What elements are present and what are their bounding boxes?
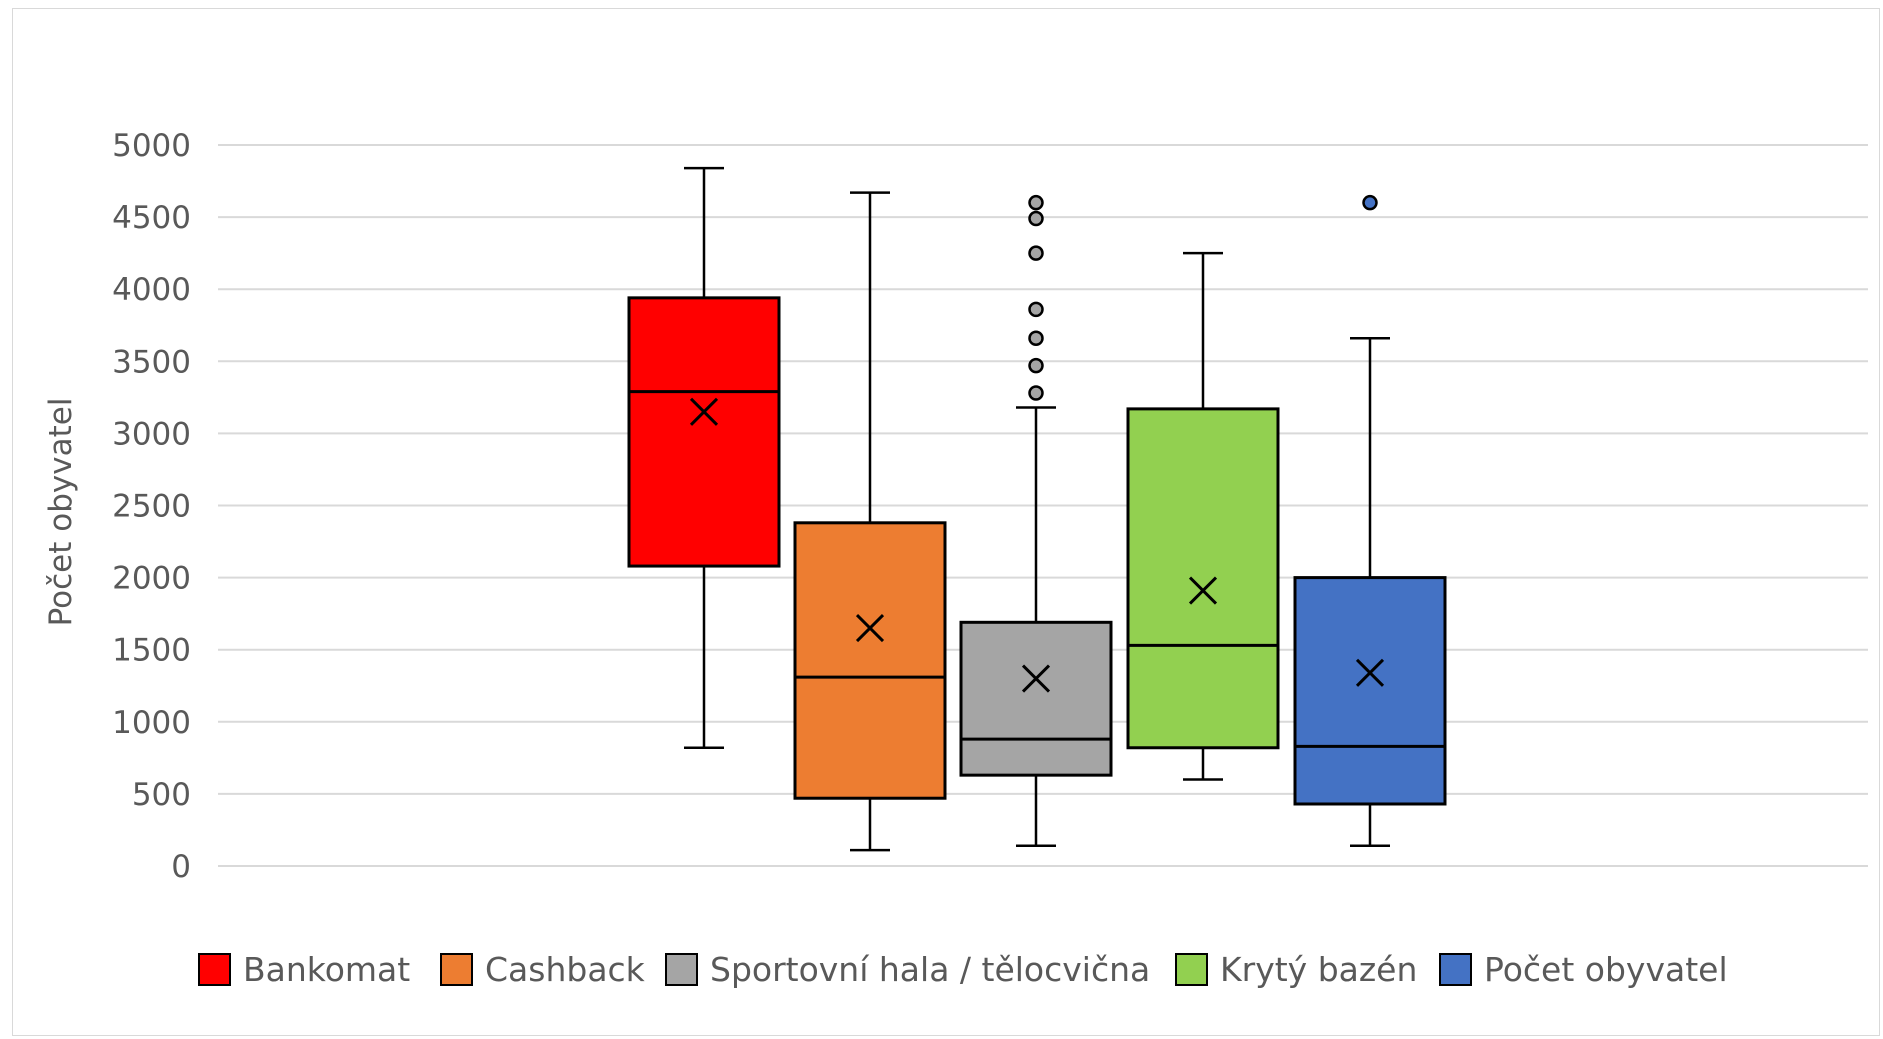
- legend-label: Cashback: [485, 950, 646, 989]
- outlier-point: [1028, 210, 1044, 227]
- box-iqr: [1126, 407, 1280, 750]
- chart-area: 0 500 1000 1500 2000 2500 3000 3500 4000 4500 5000…: [12, 8, 1880, 1036]
- legend-swatch: [1439, 953, 1472, 986]
- box-iqr: [959, 620, 1113, 777]
- y-tick-label: 4000: [112, 272, 191, 308]
- legend-label: Bankomat: [243, 950, 410, 989]
- box-1: [627, 166, 781, 750]
- legend-label: Krytý bazén: [1220, 950, 1417, 989]
- gridlines: [218, 144, 1868, 867]
- outlier-point: [1028, 245, 1044, 261]
- y-tick-label: 3500: [112, 344, 191, 380]
- box-2: [793, 191, 947, 852]
- outlier-point: [1028, 194, 1044, 211]
- y-axis-title: Počet obyvatel: [43, 398, 79, 627]
- mean-marker: [1021, 664, 1051, 693]
- legend-item: Bankomat: [198, 950, 410, 989]
- box-iqr: [627, 296, 781, 568]
- legend-swatch: [440, 953, 473, 986]
- legend-swatch: [198, 953, 231, 986]
- box-series: [627, 166, 1447, 852]
- box-5: [1293, 194, 1447, 848]
- mean-marker: [1355, 658, 1385, 687]
- mean-marker: [689, 397, 719, 426]
- y-axis-ticks: 0 500 1000 1500 2000 2500 3000 3500 4000 4500 5000: [112, 128, 191, 885]
- legend-label: Sportovní hala / tělocvična: [710, 950, 1150, 989]
- legend-swatch: [1175, 953, 1208, 986]
- boxplot-chart: 0 500 1000 1500 2000 2500 3000 3500 4000 4500 5000…: [43, 128, 1868, 989]
- legend-item: Počet obyvatel: [1439, 950, 1728, 989]
- y-tick-label: 4500: [112, 200, 191, 236]
- y-tick-label: 2500: [112, 489, 191, 525]
- y-tick-label: 3000: [112, 416, 191, 452]
- legend-item: Cashback: [440, 950, 646, 989]
- outlier-point: [1362, 194, 1378, 211]
- y-tick-label: 1500: [112, 633, 191, 669]
- box-iqr: [1293, 576, 1447, 806]
- legend-label: Počet obyvatel: [1484, 950, 1728, 989]
- legend-item: Sportovní hala / tělocvična: [665, 950, 1150, 989]
- legend-item: Krytý bazén: [1175, 950, 1417, 989]
- mean-marker: [855, 614, 885, 643]
- mean-marker: [1188, 576, 1218, 605]
- y-tick-label: 0: [171, 849, 191, 885]
- y-tick-label: 2000: [112, 561, 191, 597]
- box-iqr: [793, 521, 947, 800]
- outlier-point: [1028, 357, 1044, 374]
- outlier-point: [1028, 301, 1044, 318]
- legend: Bankomat Cashback Sportovní hala / tělocvi…: [198, 950, 1728, 989]
- y-tick-label: 500: [132, 777, 191, 813]
- legend-swatch: [665, 953, 698, 986]
- y-tick-label: 5000: [112, 128, 191, 164]
- box-4: [1126, 251, 1280, 781]
- outlier-point: [1028, 330, 1044, 346]
- box-3: [959, 194, 1113, 848]
- outlier-point: [1028, 385, 1044, 401]
- y-tick-label: 1000: [112, 705, 191, 741]
